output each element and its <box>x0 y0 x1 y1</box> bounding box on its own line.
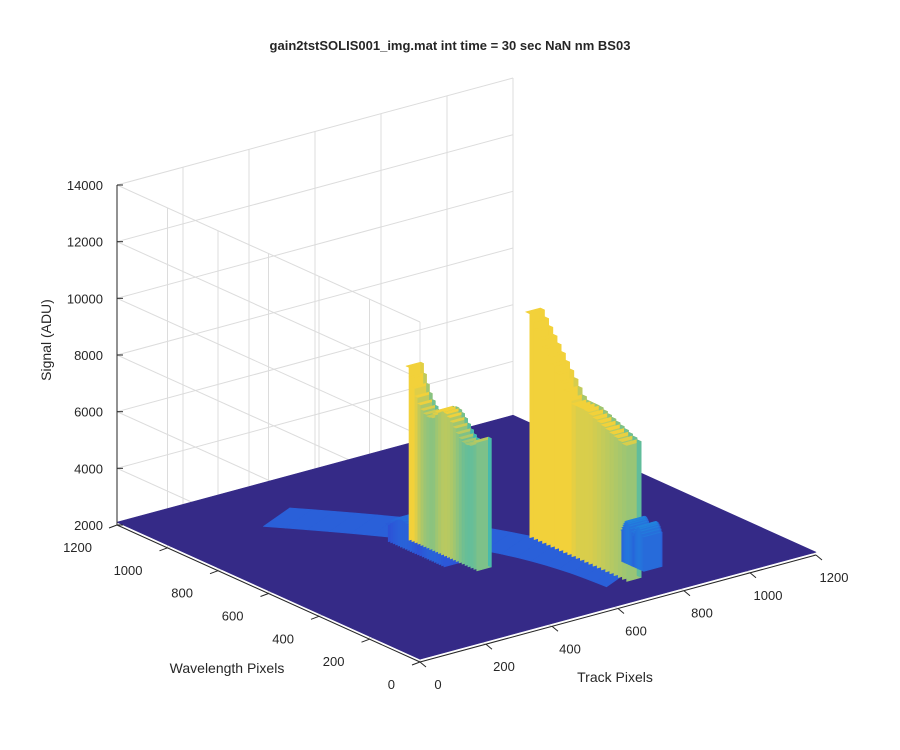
y-tick-label: 400 <box>272 631 294 646</box>
z-tick-label: 4000 <box>74 461 103 476</box>
x-tick-mark <box>419 661 427 668</box>
y-tick-mark <box>260 593 269 597</box>
grid-line-back-horizontal <box>116 360 514 469</box>
y-tick-mark <box>361 638 370 643</box>
x-tick-mark <box>683 590 691 597</box>
grid-line-back-horizontal <box>116 247 514 356</box>
x-axis-label: Track Pixels <box>577 669 653 685</box>
grid-line-back-horizontal <box>116 190 514 299</box>
x-tick-mark <box>551 625 559 632</box>
y-tick-mark <box>209 570 219 575</box>
y-axis-label: Wavelength Pixels <box>170 660 285 676</box>
z-tick-label: 8000 <box>74 348 103 363</box>
y-tick-label: 600 <box>222 609 244 624</box>
y-tick-mark <box>411 661 421 666</box>
x-tick-mark <box>485 643 493 650</box>
grid-line-left-horizontal <box>116 241 421 380</box>
z-tick-label: 14000 <box>67 178 103 193</box>
z-axis-label: Signal (ADU) <box>38 299 54 381</box>
x-tick-label: 400 <box>559 641 581 656</box>
x-tick-mark <box>815 554 823 561</box>
surface-peak-strip <box>643 531 663 572</box>
z-tick-label: 6000 <box>74 405 103 420</box>
surface-layer <box>116 307 817 660</box>
z-tick-label: 2000 <box>74 518 103 533</box>
y-tick-label: 1000 <box>114 563 143 578</box>
x-tick-label: 200 <box>493 659 515 674</box>
grid-line-back-horizontal <box>116 77 514 186</box>
x-tick-mark <box>617 608 625 614</box>
z-tick-label: 12000 <box>67 235 103 250</box>
x-tick-label: 0 <box>434 677 441 692</box>
labels-layer: gain2tstSOLIS001_img.mat int time = 30 s… <box>38 38 653 685</box>
y-tick-mark <box>159 547 168 552</box>
y-tick-mark <box>108 524 118 529</box>
axes-layer: 0200400600800100012000200400600800100012… <box>63 178 848 692</box>
z-tick-label: 10000 <box>67 291 103 306</box>
grid-line-left-horizontal <box>116 297 421 436</box>
surface-peak-side <box>487 436 492 568</box>
y-tick-label: 1200 <box>63 540 92 555</box>
y-tick-mark <box>310 615 320 620</box>
grid-line-left-horizontal <box>116 184 421 323</box>
y-tick-label: 0 <box>388 677 395 692</box>
x-tick-label: 800 <box>691 606 713 621</box>
y-tick-label: 200 <box>323 654 345 669</box>
x-tick-label: 1200 <box>820 570 849 585</box>
grid-line-back-horizontal <box>116 134 514 243</box>
x-tick-mark <box>749 572 757 579</box>
grid-line-back-horizontal <box>116 304 514 413</box>
y-tick-label: 800 <box>171 586 193 601</box>
chart-title: gain2tstSOLIS001_img.mat int time = 30 s… <box>270 38 631 53</box>
surface-peak-side <box>660 531 663 567</box>
x-tick-label: 600 <box>625 624 647 639</box>
x-tick-label: 1000 <box>754 588 783 603</box>
